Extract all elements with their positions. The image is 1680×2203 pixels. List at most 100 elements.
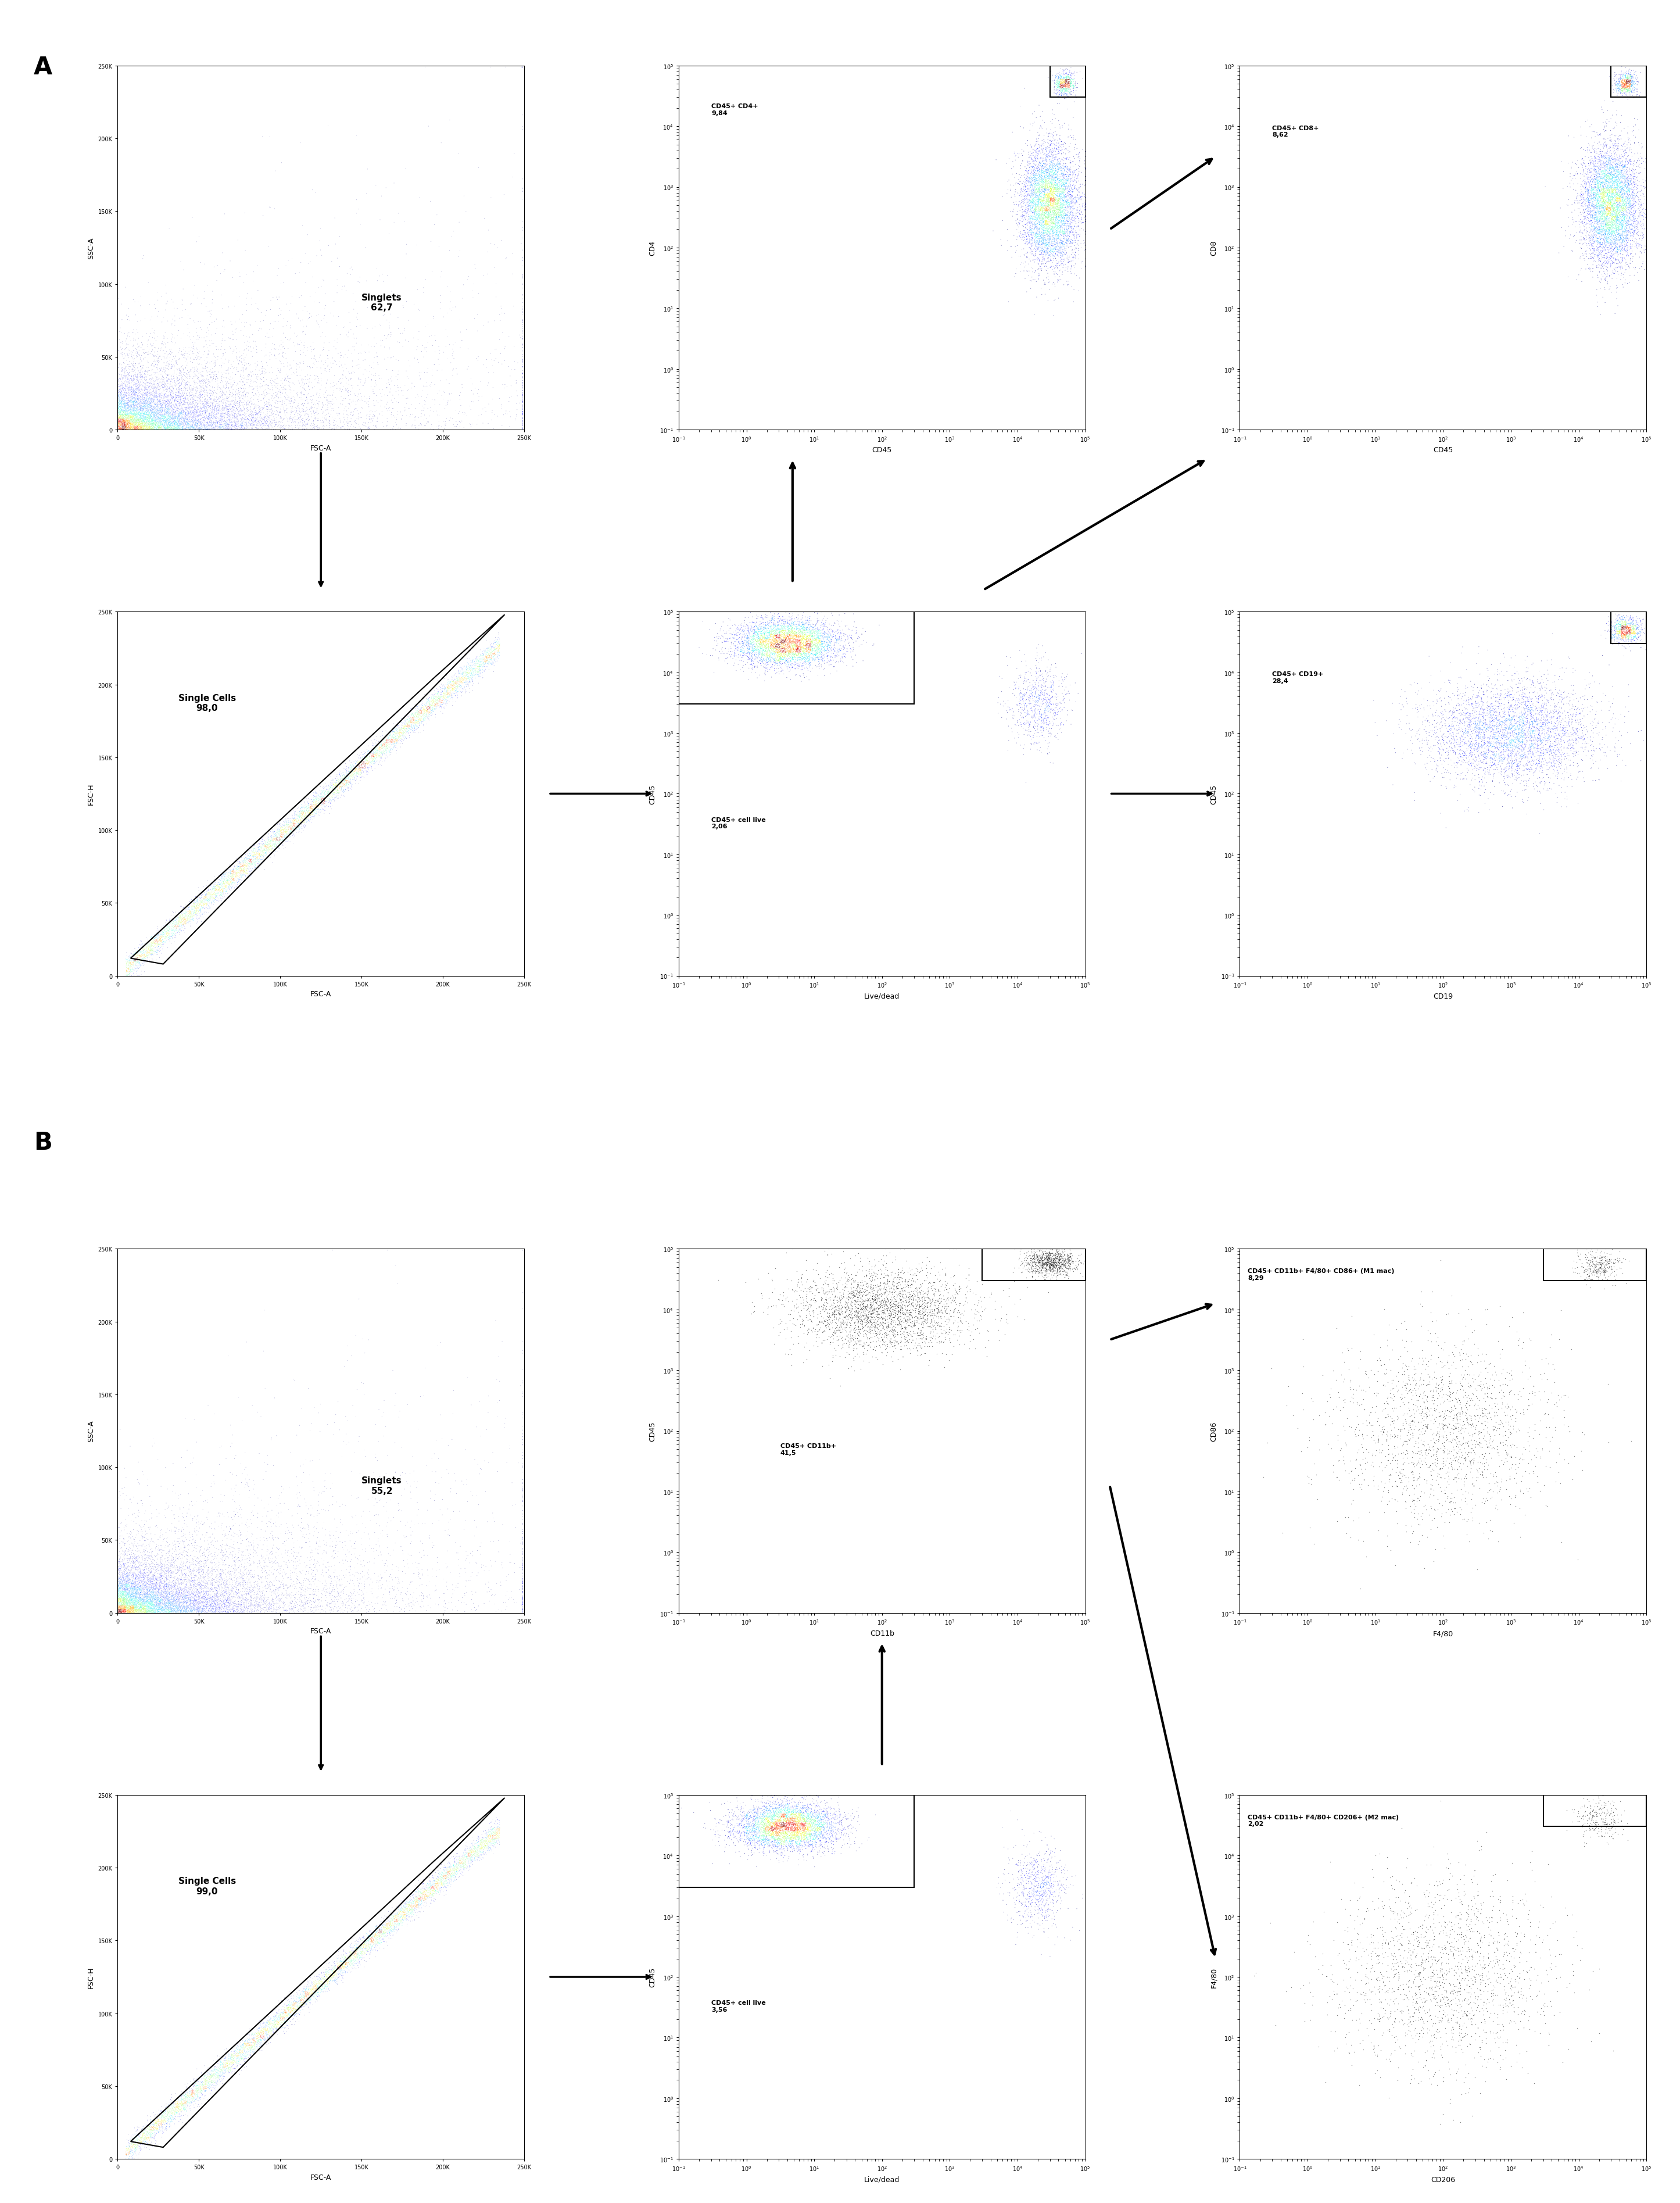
- Point: [806, 1809, 833, 1844]
- Point: [437, 1502, 464, 1538]
- Point: [475, 634, 502, 670]
- Point: [294, 1987, 321, 2022]
- Point: [1527, 709, 1554, 745]
- Point: [1598, 156, 1625, 192]
- Point: [205, 2053, 232, 2088]
- Point: [1614, 231, 1641, 267]
- Point: [131, 1551, 158, 1586]
- Point: [1616, 181, 1643, 216]
- Point: [126, 1595, 153, 1630]
- Point: [795, 1800, 822, 1835]
- Point: [1381, 1417, 1408, 1452]
- Point: [131, 403, 158, 438]
- Point: [766, 1791, 793, 1826]
- Point: [153, 348, 180, 383]
- Point: [166, 1566, 193, 1602]
- Point: [1551, 714, 1578, 749]
- Point: [267, 379, 294, 414]
- Point: [111, 412, 138, 447]
- Point: [749, 1813, 776, 1848]
- Point: [785, 1815, 811, 1851]
- Point: [882, 1284, 909, 1320]
- Point: [106, 1595, 133, 1630]
- Point: [1599, 176, 1626, 211]
- Point: [116, 2135, 143, 2170]
- Point: [1504, 747, 1530, 782]
- Point: [1025, 167, 1052, 203]
- Point: [385, 375, 412, 410]
- Point: [371, 720, 398, 756]
- Point: [344, 1588, 371, 1624]
- Point: [771, 623, 798, 659]
- Point: [1583, 174, 1609, 209]
- Point: [360, 738, 386, 773]
- Point: [109, 1580, 136, 1615]
- Point: [410, 703, 437, 738]
- Point: [109, 383, 136, 419]
- Point: [858, 1293, 885, 1328]
- Point: [805, 626, 832, 661]
- Point: [880, 1265, 907, 1300]
- Point: [265, 2009, 292, 2044]
- Point: [820, 1293, 847, 1328]
- Point: [161, 412, 188, 447]
- Point: [109, 408, 136, 443]
- Point: [133, 1588, 160, 1624]
- Point: [1567, 198, 1594, 234]
- Point: [1068, 194, 1095, 229]
- Point: [106, 410, 133, 445]
- Point: [108, 405, 134, 441]
- Point: [1499, 1425, 1525, 1461]
- Point: [460, 643, 487, 679]
- Point: [230, 388, 257, 423]
- Point: [106, 1573, 133, 1608]
- Point: [217, 1430, 244, 1465]
- Point: [1035, 196, 1062, 231]
- Point: [148, 381, 175, 416]
- Point: [1601, 128, 1628, 163]
- Point: [111, 1593, 138, 1628]
- Point: [195, 1564, 222, 1599]
- Point: [1013, 1888, 1040, 1923]
- Point: [1482, 1406, 1509, 1441]
- Point: [116, 357, 143, 392]
- Point: [1546, 694, 1572, 729]
- Point: [1011, 1236, 1038, 1271]
- Point: [232, 412, 259, 447]
- Point: [1025, 227, 1052, 262]
- Point: [235, 357, 262, 392]
- Point: [344, 749, 371, 784]
- Point: [756, 1806, 783, 1842]
- Point: [1050, 161, 1077, 196]
- Point: [1028, 1892, 1055, 1928]
- Point: [496, 394, 522, 430]
- Point: [212, 379, 239, 414]
- Point: [1490, 734, 1517, 769]
- Point: [1574, 214, 1601, 249]
- Point: [230, 412, 257, 447]
- Point: [324, 1947, 351, 1983]
- Point: [1448, 1441, 1475, 1476]
- Point: [857, 1302, 884, 1337]
- Point: [175, 901, 202, 936]
- Point: [1410, 1375, 1436, 1410]
- Point: [1408, 1414, 1435, 1450]
- Point: [778, 621, 805, 656]
- Point: [170, 1500, 197, 1535]
- Point: [301, 1566, 328, 1602]
- Point: [447, 661, 474, 696]
- Point: [445, 1848, 472, 1884]
- Point: [215, 1588, 242, 1624]
- Point: [838, 619, 865, 654]
- Point: [306, 778, 333, 813]
- Point: [1591, 1795, 1618, 1831]
- Point: [442, 672, 469, 707]
- Point: [151, 401, 178, 436]
- Point: [227, 1575, 254, 1610]
- Point: [119, 390, 146, 425]
- Point: [161, 1595, 188, 1630]
- Point: [803, 628, 830, 663]
- Point: [138, 1591, 165, 1626]
- Point: [104, 403, 131, 438]
- Point: [151, 293, 178, 328]
